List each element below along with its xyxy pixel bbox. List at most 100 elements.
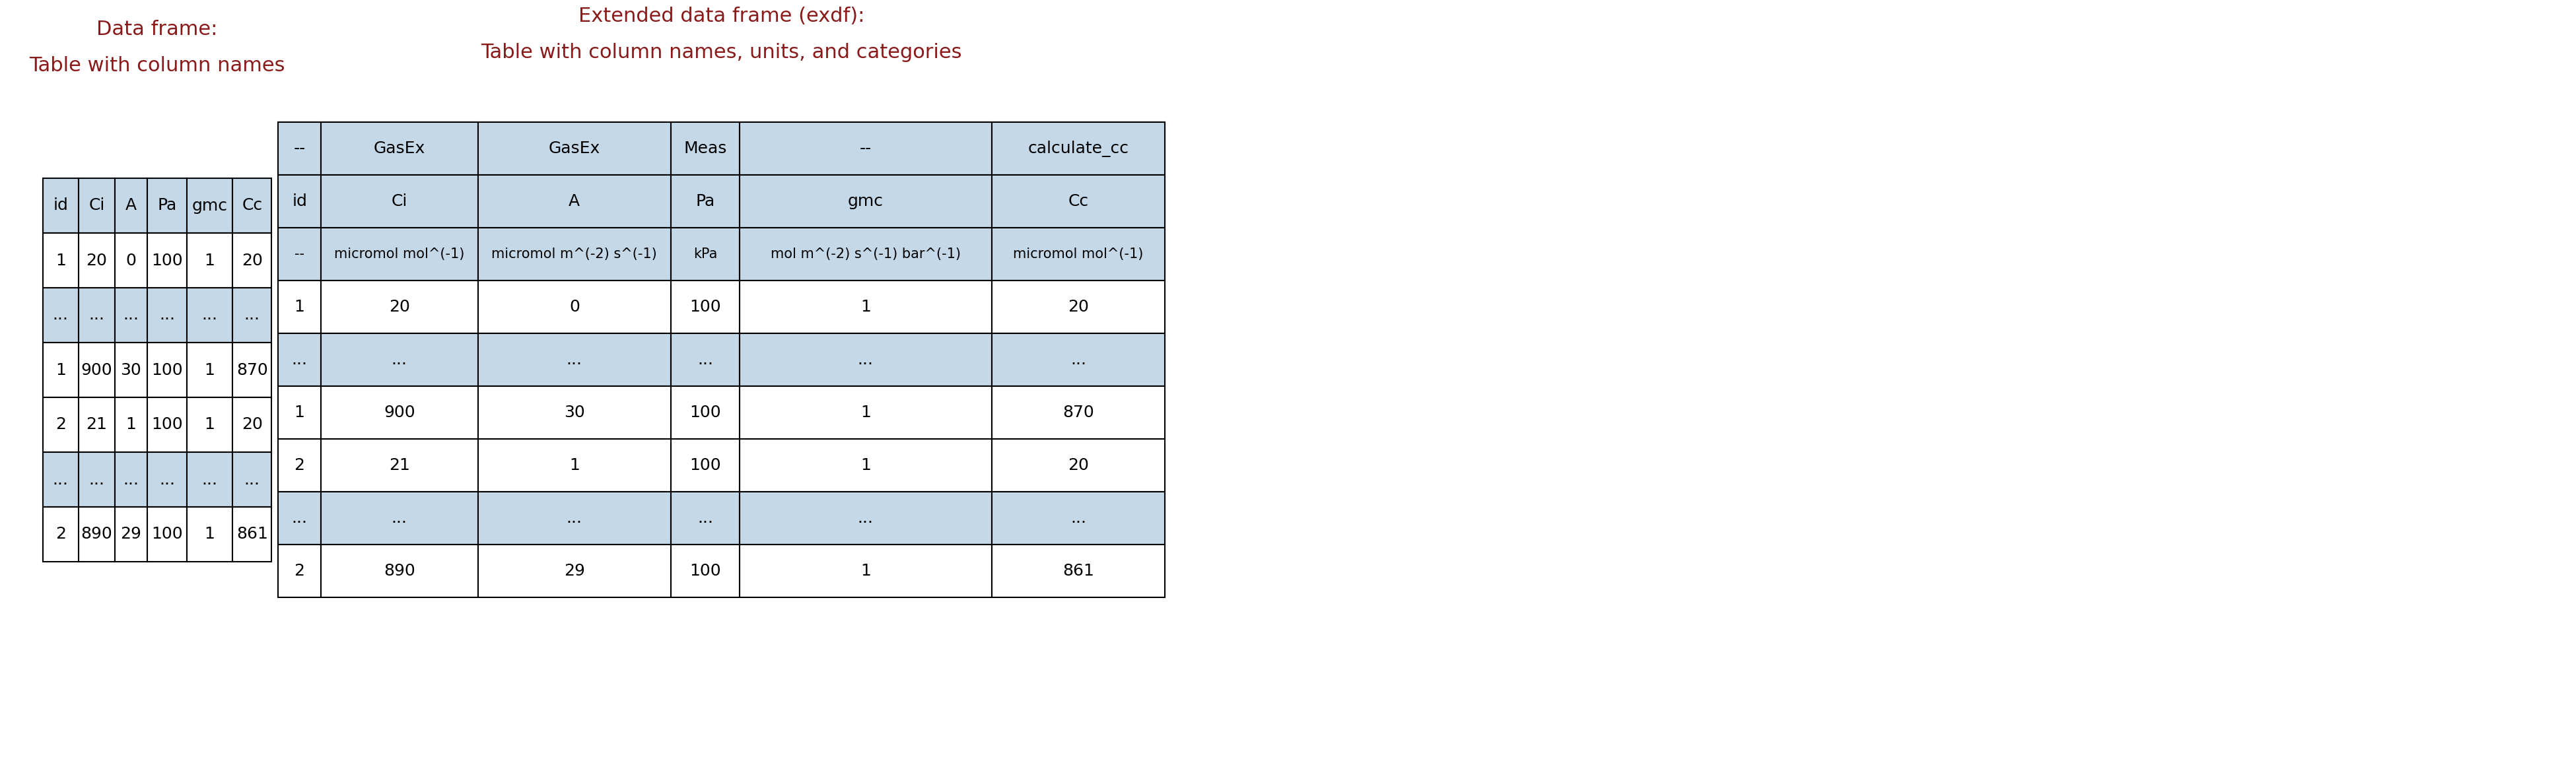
Text: id: id	[54, 197, 67, 213]
Text: 1: 1	[860, 299, 871, 315]
Text: Pa: Pa	[696, 194, 716, 210]
Bar	[278, 228, 322, 281]
Text: 20: 20	[242, 252, 263, 269]
Bar	[479, 281, 670, 334]
Bar	[992, 334, 1164, 386]
Text: Table with column names: Table with column names	[28, 56, 286, 75]
Bar	[80, 452, 116, 507]
Text: 1: 1	[204, 526, 214, 542]
Bar	[739, 122, 992, 175]
Bar	[992, 228, 1164, 281]
Bar	[322, 386, 479, 439]
Text: 1: 1	[294, 405, 304, 421]
Text: 20: 20	[1069, 299, 1090, 315]
Text: mol m^(-2) s^(-1) bar^(-1): mol m^(-2) s^(-1) bar^(-1)	[770, 248, 961, 261]
Bar	[670, 439, 739, 492]
Text: 29: 29	[121, 526, 142, 542]
Text: 100: 100	[152, 526, 183, 542]
Bar	[479, 334, 670, 386]
Text: Pa: Pa	[157, 197, 178, 213]
Bar	[670, 122, 739, 175]
Text: 30: 30	[564, 405, 585, 421]
Bar	[479, 545, 670, 597]
Bar	[44, 452, 80, 507]
Text: 20: 20	[85, 252, 108, 269]
Text: 100: 100	[690, 457, 721, 474]
Text: Ci: Ci	[392, 194, 407, 210]
Text: Cc: Cc	[1069, 194, 1090, 210]
Bar	[185, 397, 232, 452]
Text: ...: ...	[245, 308, 260, 323]
Bar	[116, 452, 147, 507]
Bar	[185, 288, 232, 343]
Bar	[322, 334, 479, 386]
Bar	[185, 452, 232, 507]
Bar	[992, 492, 1164, 545]
Bar	[44, 397, 80, 452]
Bar	[992, 545, 1164, 597]
Bar	[116, 343, 147, 397]
Text: 100: 100	[152, 362, 183, 378]
Bar	[116, 288, 147, 343]
Text: 0: 0	[569, 299, 580, 315]
Text: ...: ...	[858, 352, 873, 368]
Bar	[278, 545, 322, 597]
Bar	[322, 228, 479, 281]
Text: 2: 2	[294, 563, 304, 579]
Text: ...: ...	[858, 510, 873, 526]
Text: 21: 21	[389, 457, 410, 474]
Text: 900: 900	[80, 362, 113, 378]
Text: --: --	[294, 141, 307, 156]
Bar	[185, 343, 232, 397]
Bar	[739, 228, 992, 281]
Text: 1: 1	[860, 457, 871, 474]
Bar	[278, 492, 322, 545]
Bar	[992, 386, 1164, 439]
Bar	[44, 288, 80, 343]
Bar	[278, 122, 322, 175]
Text: 1: 1	[569, 457, 580, 474]
Text: 20: 20	[1069, 457, 1090, 474]
Bar	[322, 492, 479, 545]
Bar	[278, 334, 322, 386]
Bar	[232, 288, 270, 343]
Text: 870: 870	[1061, 405, 1095, 421]
Bar	[670, 386, 739, 439]
Bar	[147, 397, 185, 452]
Text: ...: ...	[201, 471, 216, 487]
Bar	[322, 439, 479, 492]
Bar	[278, 281, 322, 334]
Bar	[670, 228, 739, 281]
Bar	[44, 343, 80, 397]
Text: 2: 2	[294, 457, 304, 474]
Bar	[44, 178, 80, 233]
Text: Ci: Ci	[88, 197, 106, 213]
Text: calculate_cc: calculate_cc	[1028, 140, 1128, 157]
Bar	[739, 386, 992, 439]
Bar	[739, 334, 992, 386]
Text: 21: 21	[85, 417, 108, 433]
Text: 1: 1	[860, 563, 871, 579]
Text: 870: 870	[237, 362, 268, 378]
Text: 29: 29	[564, 563, 585, 579]
Text: ...: ...	[88, 471, 106, 487]
Text: Table with column names, units, and categories: Table with column names, units, and cate…	[482, 43, 963, 62]
Bar	[80, 397, 116, 452]
Bar	[44, 233, 80, 288]
Text: gmc: gmc	[848, 194, 884, 210]
Text: 1: 1	[204, 252, 214, 269]
Text: 890: 890	[384, 563, 415, 579]
Text: ...: ...	[291, 352, 307, 368]
Bar	[232, 507, 270, 562]
Text: Cc: Cc	[242, 197, 263, 213]
Bar	[185, 233, 232, 288]
Text: --: --	[860, 141, 871, 156]
Text: 1: 1	[126, 417, 137, 433]
Text: 30: 30	[121, 362, 142, 378]
Bar	[322, 175, 479, 228]
Bar	[739, 439, 992, 492]
Bar	[670, 175, 739, 228]
Bar	[278, 175, 322, 228]
Bar	[278, 386, 322, 439]
Bar	[992, 175, 1164, 228]
